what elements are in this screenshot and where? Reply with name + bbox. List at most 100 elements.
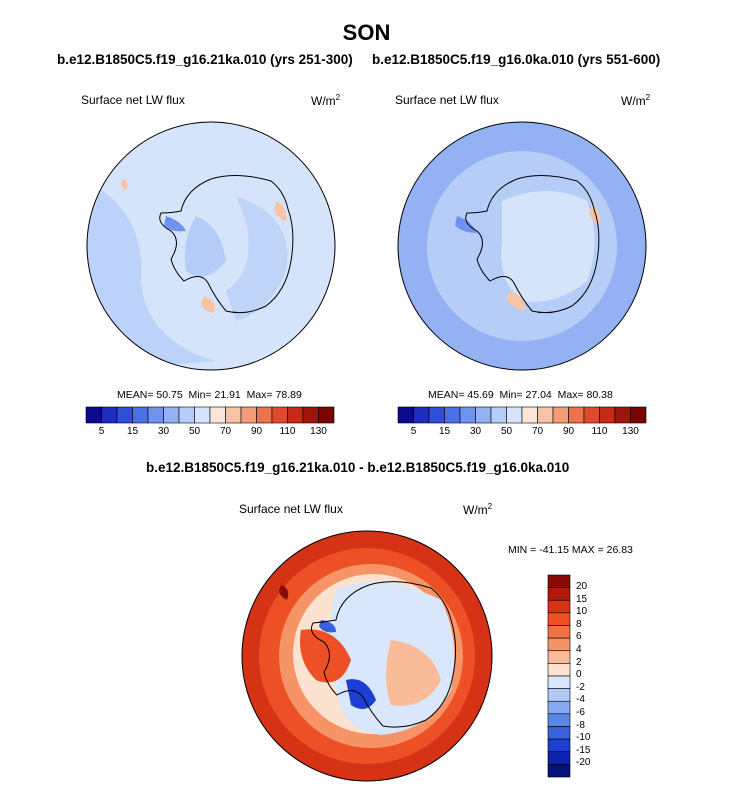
panel1-tick: 50 [188, 426, 201, 437]
panel2-colorbar-box [630, 406, 647, 424]
panel3-tick: 4 [576, 644, 582, 655]
panel3-tick: 20 [576, 581, 588, 592]
panel3-tick: 15 [576, 593, 588, 605]
panel1-colorbar-box [85, 406, 102, 424]
panel2-colorbar-box [459, 406, 476, 424]
panel3-tick: 2 [576, 656, 582, 668]
panel1-tick: 90 [250, 426, 263, 437]
panel3-tick: 10 [576, 606, 588, 618]
panel1-colorbar-box [287, 406, 304, 424]
panel1-polar-map [86, 121, 336, 371]
panel1-variable-label: Surface net LW flux [81, 93, 185, 107]
panel1-tick: 130 [310, 426, 327, 437]
panel3-min-max: MIN = -41.15 MAX = 26.83 [508, 544, 633, 556]
panel2-colorbar-box [521, 406, 538, 424]
panel1-colorbar-box [209, 406, 226, 424]
panel2-colorbar-box [428, 406, 445, 424]
panel3-units-label: W/m2 [463, 502, 493, 517]
panel1-east-band [226, 196, 288, 321]
panel3-colorbar-box [547, 713, 571, 727]
panel3-tick: 8 [576, 618, 582, 630]
panel3-tick: -4 [576, 694, 585, 706]
panel2-colorbar-box [413, 406, 430, 424]
panel1-ross-low [164, 216, 186, 232]
panel1-colorbar-box [116, 406, 133, 424]
panel2-tick: 15 [438, 426, 451, 437]
panel2-colorbar-box [552, 406, 569, 424]
panel2-colorbar-box [537, 406, 554, 424]
panel1-colorbar-box [163, 406, 180, 424]
panel3-colorbar-ticks: 20 15 10 8 6 4 2 0 -2 -4 -6 -8 -10 -15 -… [576, 575, 606, 777]
panel1-ocean-band [87, 181, 216, 370]
panel3-colorbar-box [547, 587, 571, 601]
panel1-warm-patch-b [201, 296, 215, 313]
panel3-tick: -8 [576, 719, 585, 731]
panel1-units-label: W/m2 [311, 93, 341, 108]
panel1-colorbar-box [271, 406, 288, 424]
panel1-warm-patch-c [121, 179, 128, 191]
figure-title: SON [342, 20, 391, 45]
panel3-tick: -20 [576, 757, 591, 769]
panel2-colorbar-box [599, 406, 616, 424]
panel3-colorbar-box [547, 637, 571, 652]
panel2-ross-low [455, 216, 477, 233]
panel1-coastline [159, 175, 294, 314]
panel3-colorbar-box [547, 700, 571, 715]
panel3-tick: -10 [576, 732, 591, 744]
panel1-colorbar-box [194, 406, 211, 424]
right-case-title: b.e12.B1850C5.f19_g16.0ka.010 (yrs 551-6… [372, 52, 661, 67]
panel3-tick: -15 [576, 744, 591, 756]
panel2-coastline [465, 175, 600, 314]
panel2-polar-map [397, 121, 647, 371]
panel2-tick: 5 [410, 426, 417, 437]
panel3-tick: -6 [576, 707, 585, 718]
panel2-stats: MEAN= 45.69 Min= 27.04 Max= 80.38 [428, 389, 613, 401]
panel1-colorbar-box [240, 406, 257, 424]
panel3-dark-spot [279, 585, 289, 600]
panel1-colorbar-ticks: 5 15 30 50 70 90 110 130 [86, 426, 334, 440]
panel3-small-negative [319, 620, 336, 633]
panel3-colorbar-box [547, 599, 571, 614]
panel1-tick: 110 [279, 426, 296, 437]
panel3-warm-interior [386, 640, 441, 706]
panel1-interior-low [184, 216, 226, 277]
panel2-colorbar-ticks: 5 15 30 50 70 90 110 130 [398, 426, 646, 440]
panel2-warm-patch-b [507, 291, 526, 311]
panel2-tick: 110 [591, 426, 608, 437]
panel3-map-border [241, 530, 493, 782]
panel2-tick: 70 [531, 426, 544, 437]
panel2-colorbar-box [490, 406, 507, 424]
panel3-colorbar-box [547, 625, 571, 639]
panel1-colorbar-box [256, 406, 273, 424]
panel2-colorbar-box [475, 406, 492, 424]
panel1-stats: MEAN= 50.75 Min= 21.91 Max= 78.89 [117, 389, 302, 401]
panel3-colorbar-box [547, 764, 571, 778]
panel3-colorbar-box [547, 751, 571, 765]
panel1-colorbar [85, 406, 335, 424]
panel3-colorbar-box [547, 726, 571, 740]
panel1-colorbar-box [302, 406, 319, 424]
panel3-colorbar-box [547, 675, 571, 689]
panel3-coastline [310, 581, 457, 728]
panel3-west-warm [300, 629, 351, 683]
difference-title: b.e12.B1850C5.f19_g16.21ka.010 - b.e12.B… [146, 460, 570, 475]
panel3-tick: 6 [576, 631, 582, 643]
panel1-colorbar-box [318, 406, 335, 424]
panel3-tick: -2 [576, 681, 585, 693]
panel1-colorbar-box [178, 406, 195, 424]
panel3-tick: 0 [576, 669, 582, 681]
panel2-tick: 90 [562, 426, 575, 437]
panel2-colorbar-box [614, 406, 631, 424]
panel1-colorbar-box [225, 406, 242, 424]
panel2-colorbar-box [506, 406, 523, 424]
panel1-warm-patch-a [274, 201, 287, 221]
panel2-units-label: W/m2 [621, 93, 651, 108]
panel3-colorbar-box [547, 663, 571, 677]
panel2-tick: 50 [500, 426, 513, 437]
panel1-tick: 5 [98, 426, 105, 437]
panel1-map-border [86, 121, 336, 371]
panel1-colorbar-box [147, 406, 164, 424]
panel2-tick: 30 [469, 426, 482, 437]
panel1-colorbar-box [101, 406, 118, 424]
panel3-polar-map [241, 530, 493, 782]
